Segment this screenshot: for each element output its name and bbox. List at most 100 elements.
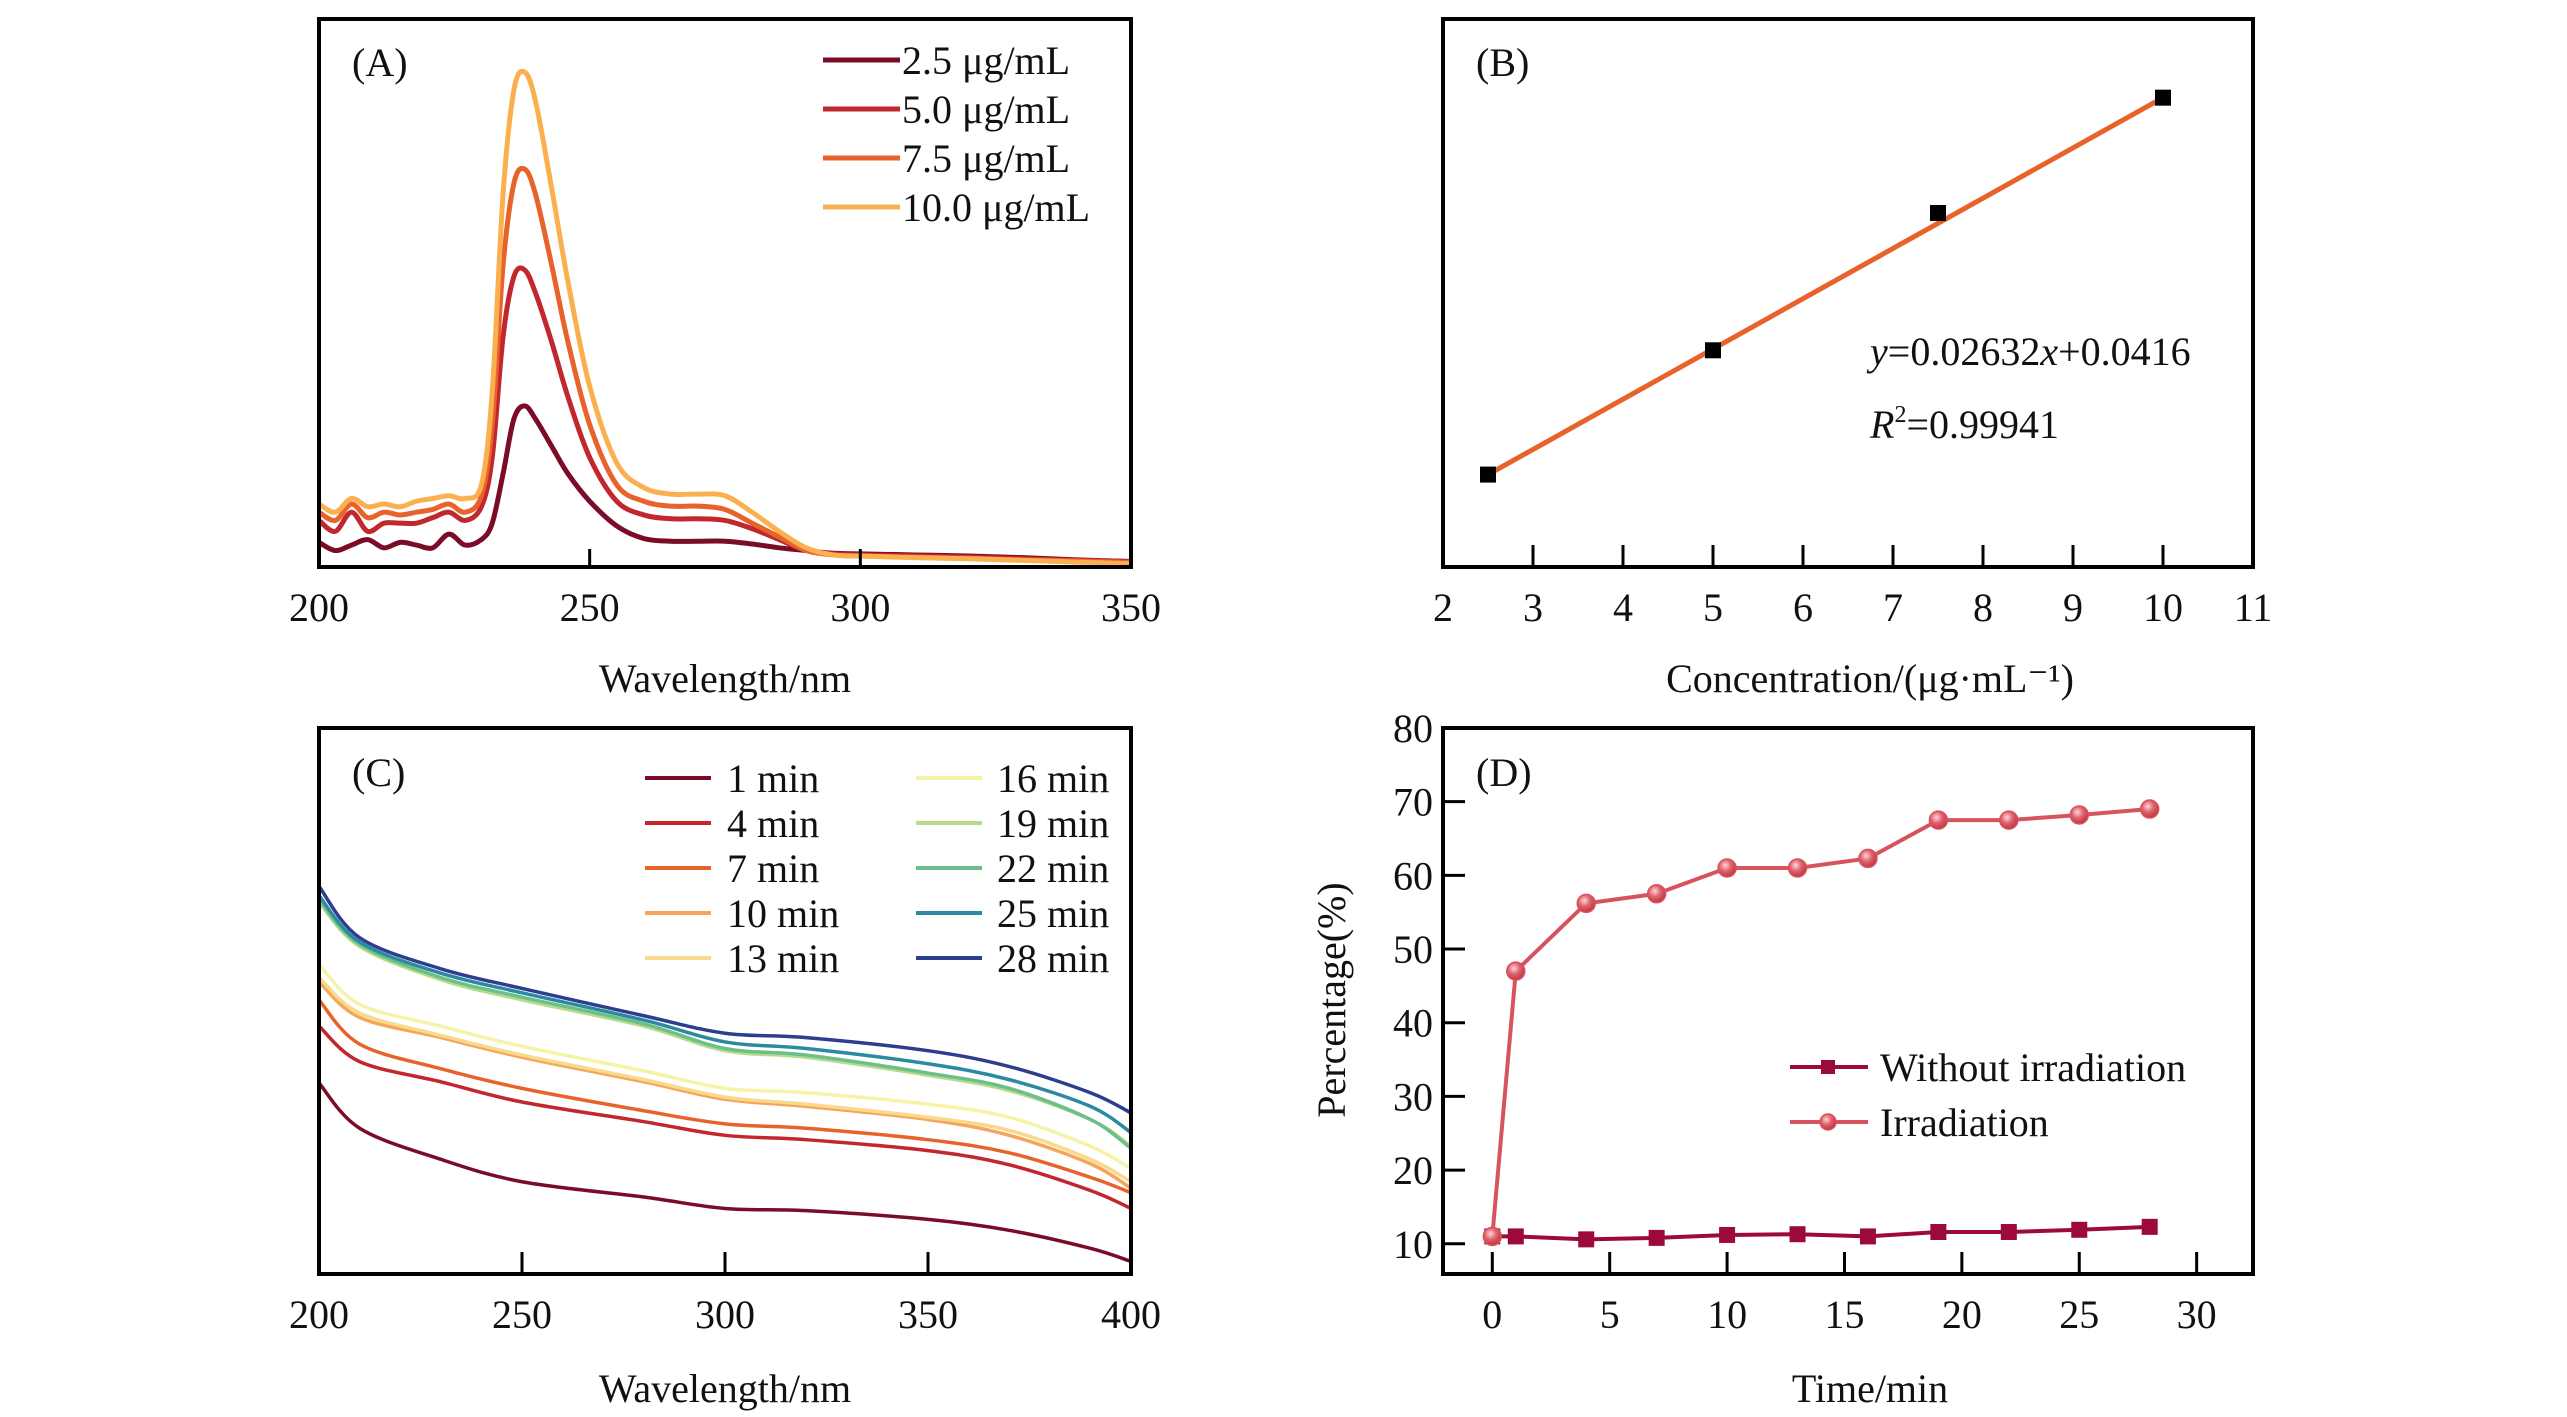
x-tick-label: 200 bbox=[289, 1292, 349, 1337]
series-line bbox=[1490, 807, 2150, 1237]
spectrum-line bbox=[317, 998, 1132, 1195]
x-tick-label: 9 bbox=[2063, 585, 2083, 630]
data-point-circle bbox=[1717, 858, 1737, 878]
eq-x-var: x bbox=[2039, 329, 2058, 374]
data-point-square bbox=[2141, 1218, 2158, 1235]
y-tick-label: 60 bbox=[1393, 853, 1433, 898]
data-point-square bbox=[1930, 1224, 1947, 1240]
legend-label: 5.0 μg/mL bbox=[902, 87, 1070, 132]
data-point-circle bbox=[1999, 810, 2019, 830]
r2-value: =0.99941 bbox=[1906, 402, 2059, 447]
legend-marker-circle bbox=[1819, 1113, 1837, 1131]
panel-a-frame bbox=[317, 17, 1133, 569]
spectrum-line bbox=[317, 1024, 1132, 1211]
legend-label: 10 min bbox=[727, 891, 839, 936]
spectrum-line bbox=[317, 894, 1132, 1135]
x-tick-label: 6 bbox=[1793, 585, 1813, 630]
data-point-square bbox=[1859, 1228, 1876, 1245]
x-tick-label: 200 bbox=[289, 585, 349, 630]
panel-c-plot-lines bbox=[317, 885, 1133, 1264]
data-point-circle bbox=[1482, 1226, 1503, 1247]
data-point-square bbox=[1578, 1231, 1595, 1248]
spectrum-line bbox=[317, 900, 1133, 1148]
legend-label: 19 min bbox=[997, 801, 1109, 846]
data-point-square bbox=[1789, 1226, 1806, 1243]
panel-c-x-ticks: 200 250 300 350 400 bbox=[289, 1252, 1161, 1337]
eq-y-var: y bbox=[1866, 329, 1888, 374]
panel-d-legend: Without irradiation Irradiation bbox=[1790, 1045, 2186, 1145]
spectrum-line bbox=[317, 403, 1132, 565]
x-tick-label: 4 bbox=[1613, 585, 1633, 630]
x-tick-label: 7 bbox=[1883, 585, 1903, 630]
x-tick-label: 400 bbox=[1101, 1292, 1161, 1337]
spectrum-line bbox=[317, 963, 1132, 1171]
x-tick-label: 10 bbox=[2143, 585, 2183, 630]
data-point-circle bbox=[1858, 848, 1878, 869]
y-tick-label: 10 bbox=[1393, 1222, 1433, 1267]
panel-b-r-squared: R2=0.99941 bbox=[1869, 402, 2059, 447]
legend-marker-square bbox=[1821, 1060, 1835, 1074]
x-tick-label: 30 bbox=[2177, 1292, 2217, 1337]
x-tick-label: 20 bbox=[1942, 1292, 1982, 1337]
legend-label: 28 min bbox=[997, 936, 1109, 981]
x-tick-label: 15 bbox=[1824, 1292, 1864, 1337]
panel-b-frame bbox=[1441, 17, 2255, 569]
eq-slope: =0.02632 bbox=[1888, 329, 2041, 374]
r2-symbol: R bbox=[1869, 402, 1894, 447]
spectrum-line bbox=[317, 976, 1132, 1184]
panel-d-frame bbox=[1441, 726, 2255, 1276]
x-tick-label: 350 bbox=[1101, 585, 1161, 630]
panel-d-plot bbox=[1482, 799, 2160, 1248]
spectrum-line bbox=[317, 68, 1132, 567]
legend-label: 25 min bbox=[997, 891, 1109, 936]
x-tick-label: 250 bbox=[560, 585, 620, 630]
panel-b-x-axis-title: Concentration/(μg·mL⁻¹) bbox=[1666, 656, 2074, 701]
data-point-circle bbox=[2069, 805, 2090, 825]
panel-d-y-axis-title: Percentage(%) bbox=[1309, 882, 1354, 1117]
spectrum-line bbox=[317, 980, 1132, 1190]
spectrum-line bbox=[317, 265, 1132, 565]
panel-b-plot bbox=[1480, 89, 2171, 483]
panel-a-x-axis-title: Wavelength/nm bbox=[599, 656, 851, 701]
data-point-square bbox=[2071, 1221, 2088, 1238]
legend-label: Irradiation bbox=[1880, 1100, 2049, 1145]
legend-label: Without irradiation bbox=[1880, 1045, 2186, 1090]
x-tick-label: 0 bbox=[1482, 1292, 1502, 1337]
panel-c-x-axis-title: Wavelength/nm bbox=[599, 1366, 851, 1411]
y-tick-label: 30 bbox=[1393, 1074, 1433, 1119]
x-tick-label: 300 bbox=[695, 1292, 755, 1337]
panel-b-calibration-curve: 2 3 4 5 6 7 8 9 10 11 (B) y=0.02632x+0.0416 R2=0.… bbox=[1433, 17, 2272, 701]
data-point bbox=[1480, 466, 1496, 483]
panel-b-regression-equation: y=0.02632x+0.0416 bbox=[1866, 329, 2191, 374]
x-tick-label: 8 bbox=[1973, 585, 1993, 630]
legend-label: 13 min bbox=[727, 936, 839, 981]
x-tick-label: 5 bbox=[1703, 585, 1723, 630]
panel-a-plot-lines bbox=[317, 68, 1132, 567]
data-point bbox=[1930, 204, 1946, 221]
x-tick-label: 2 bbox=[1433, 585, 1453, 630]
data-point-square bbox=[1719, 1226, 1736, 1243]
x-tick-label: 11 bbox=[2234, 585, 2273, 630]
legend-label: 2.5 μg/mL bbox=[902, 38, 1070, 83]
legend-label: 22 min bbox=[997, 846, 1109, 891]
data-point-circle bbox=[1576, 893, 1596, 914]
y-tick-label: 80 bbox=[1393, 706, 1433, 751]
x-tick-label: 250 bbox=[492, 1292, 552, 1337]
legend-label: 4 min bbox=[727, 801, 819, 846]
y-tick-label: 20 bbox=[1393, 1148, 1433, 1193]
panel-d-ticks: 0 5 10 15 20 25 30 10 20 30 40 50 60 70 80 bbox=[1393, 706, 2217, 1337]
data-point-circle bbox=[1646, 884, 1667, 904]
spectrum-line bbox=[317, 1081, 1132, 1264]
x-tick-label: 5 bbox=[1600, 1292, 1620, 1337]
panel-b-x-ticks: 2 3 4 5 6 7 8 9 10 11 bbox=[1433, 545, 2272, 630]
y-tick-label: 70 bbox=[1393, 780, 1433, 825]
data-point-circle bbox=[1928, 810, 1949, 830]
x-tick-label: 10 bbox=[1707, 1292, 1747, 1337]
x-tick-label: 350 bbox=[898, 1292, 958, 1337]
spectrum-line bbox=[317, 898, 1133, 1150]
panel-d-degradation-percentage: 0 5 10 15 20 25 30 10 20 30 40 50 60 70 80 (D) Without… bbox=[1309, 706, 2255, 1411]
